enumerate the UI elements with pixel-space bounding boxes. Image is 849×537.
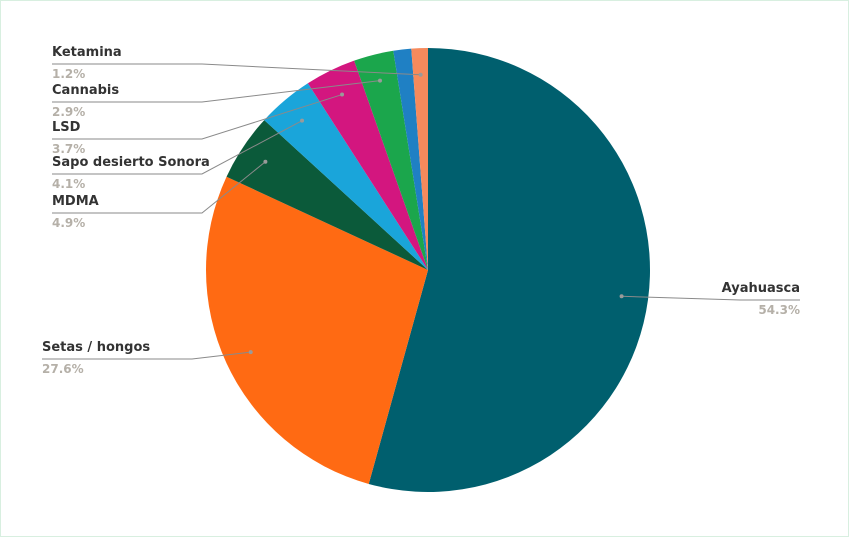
leader-line [52, 120, 303, 175]
leader-line [42, 351, 251, 360]
leader-line [52, 80, 381, 103]
pie-slice [264, 83, 428, 270]
slice-label: Ayahuasca [722, 281, 800, 296]
leader-line [52, 94, 343, 140]
slice-label: LSD [52, 120, 81, 135]
leader-dot [248, 350, 253, 355]
slice-label: Cannabis [52, 83, 119, 98]
slice-value-label: 27.6% [42, 362, 84, 376]
slice-label: MDMA [52, 194, 99, 209]
leader-dot [619, 294, 624, 299]
leader-line [52, 161, 266, 214]
slice-value-label: 1.2% [52, 67, 85, 81]
leader-line [621, 295, 800, 301]
pie-slice [354, 50, 428, 271]
pie-slice [226, 120, 428, 271]
pie-slice [411, 48, 428, 270]
leader-dot [300, 118, 305, 123]
slice-label: Ketamina [52, 45, 122, 60]
slice-label: Sapo desierto Sonora [52, 155, 210, 170]
slice-value-label: 4.9% [52, 216, 85, 230]
leader-dot [378, 78, 383, 83]
slice-value-label: 3.7% [52, 142, 85, 156]
leader-dot [340, 92, 345, 97]
pie-slice [205, 176, 428, 484]
leader-dot [418, 72, 423, 77]
slice-value-label: 54.3% [758, 303, 800, 317]
slice-value-label: 2.9% [52, 105, 85, 119]
pie-slice [368, 48, 650, 492]
slice-value-label: 4.1% [52, 177, 85, 191]
leader-line [52, 63, 421, 76]
pie-slice [393, 48, 428, 271]
leader-dot [263, 159, 268, 164]
pie-slice [307, 60, 428, 271]
slice-label: Setas / hongos [42, 340, 150, 355]
